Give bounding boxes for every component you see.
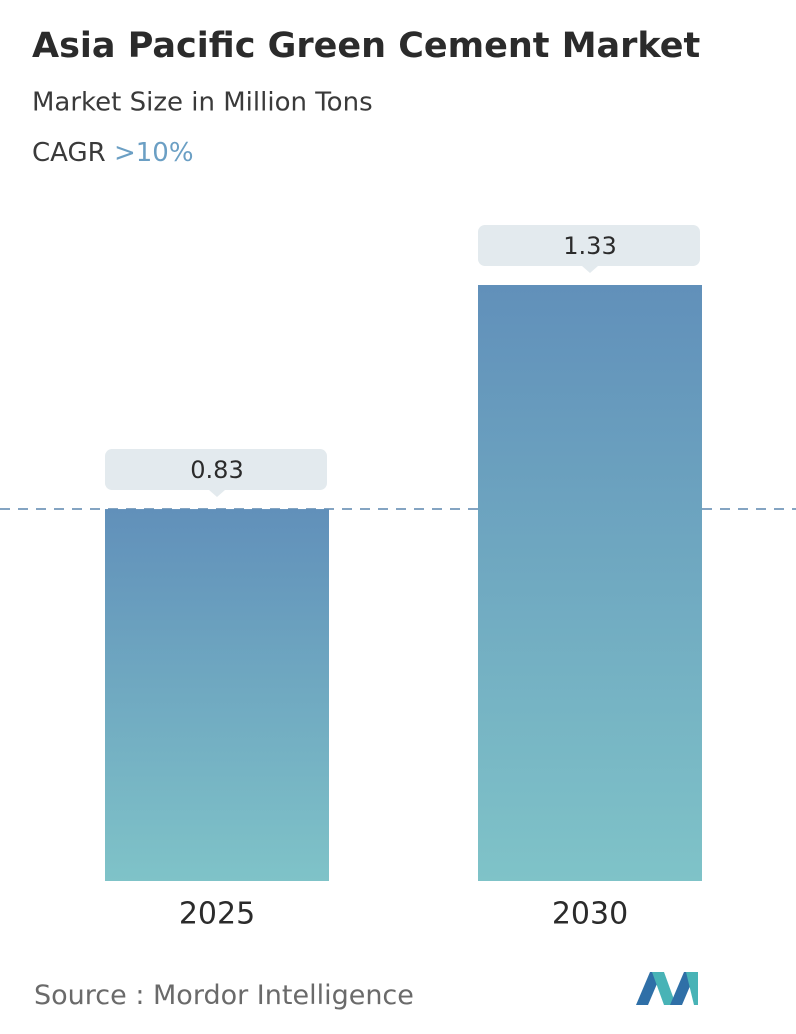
value-label: 0.83 [190, 456, 243, 484]
x-tick-label: 2025 [179, 897, 255, 932]
bar [105, 509, 329, 881]
source-label: Source : [34, 980, 144, 1011]
value-label-pointer [209, 490, 225, 498]
source-name: Mordor Intelligence [153, 980, 414, 1011]
cagr-label: CAGR [32, 138, 106, 168]
value-label-pointer [582, 266, 598, 273]
value-label-box [478, 225, 700, 266]
x-tick-label: 2030 [552, 897, 628, 932]
value-label-box [105, 449, 327, 491]
value-label: 1.33 [563, 232, 616, 260]
logo [636, 972, 698, 1005]
source: Source : Mordor Intelligence [34, 980, 414, 1011]
cagr: CAGR >10% [32, 138, 194, 168]
chart-subtitle: Market Size in Million Tons [32, 88, 373, 118]
bar [478, 285, 702, 881]
cagr-value: >10% [114, 138, 194, 168]
chart-title: Asia Pacific Green Cement Market [32, 26, 700, 66]
